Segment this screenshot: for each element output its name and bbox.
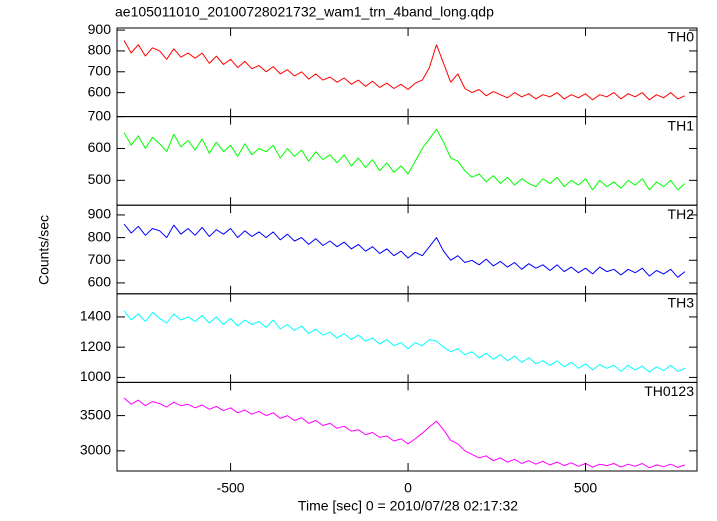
panel-label: TH1 [668,117,695,133]
series-line [123,129,686,191]
y-tick-label: 900 [88,206,112,222]
y-tick-label: 700 [88,62,112,78]
y-tick-label: 3500 [80,406,111,422]
y-tick-label: 600 [88,83,112,99]
panel-frame [116,293,698,383]
series-line [123,397,686,469]
panel-label: TH0 [668,29,695,45]
y-tick-label: 800 [88,228,112,244]
x-tick-label: 0 [404,480,412,496]
y-tick-label: 3000 [80,442,111,458]
y-tick-label: 700 [88,251,112,267]
y-tick-label: 700 [88,107,112,123]
panel-frame [116,27,698,118]
x-tick-label: 500 [574,480,598,496]
y-tick-label: 1200 [80,338,111,354]
x-tick-label: -500 [217,480,245,496]
series-line [123,310,686,373]
y-tick-label: 800 [88,42,112,58]
panel-label: TH0123 [644,383,694,399]
y-axis-label: Counts/sec [36,215,52,285]
chart-title: ae105011010_20100728021732_wam1_trn_4ban… [115,4,494,20]
x-axis-label: Time [sec] 0 = 2010/07/28 02:17:32 [298,498,518,514]
y-tick-label: 900 [88,21,112,37]
y-tick-label: 600 [88,274,112,290]
panel-label: TH2 [668,206,695,222]
y-tick-label: 600 [88,139,112,155]
panel-frame [116,204,698,295]
y-tick-label: 500 [88,171,112,187]
panel-frame [116,116,698,206]
series-line [123,223,686,278]
panel-label: TH3 [668,295,695,311]
series-line [123,40,686,101]
panel-frame [116,381,698,472]
y-tick-label: 1000 [80,368,111,384]
y-tick-label: 1400 [80,308,111,324]
